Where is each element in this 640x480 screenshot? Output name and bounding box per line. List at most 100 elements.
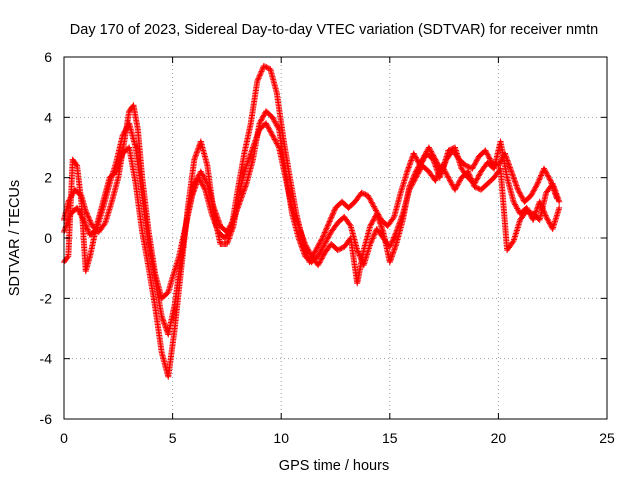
data-point [192,178,199,185]
data-point [546,175,553,182]
data-point [356,252,363,259]
data-point [390,235,397,242]
x-tick-label: 25 [599,430,615,446]
data-point [298,241,305,248]
data-point [83,210,90,217]
data-point [405,164,412,171]
data-points [61,63,563,380]
data-point [235,202,242,209]
data-point [328,213,335,220]
data-point [543,169,550,176]
data-point [200,173,207,180]
data-point [541,166,548,173]
data-point [200,182,207,189]
data-point [536,175,543,182]
data-point [234,204,241,211]
data-point [317,258,324,265]
data-point [215,218,222,225]
data-point [194,175,201,182]
data-point [198,169,205,176]
data-point [376,217,383,224]
y-tick-label: -6 [40,411,53,427]
data-point [487,156,494,163]
data-point [273,122,280,129]
data-point [227,229,234,236]
data-point [315,262,322,269]
data-point [475,173,482,180]
data-point [511,178,518,185]
data-point [508,170,515,177]
data-point [62,226,69,233]
data-point [214,214,221,221]
data-point [527,192,534,199]
data-point [79,215,86,222]
data-point [390,215,397,222]
data-point [398,215,405,222]
data-point [263,64,270,71]
data-point [531,186,538,193]
data-point [324,235,331,242]
data-point [466,171,473,178]
data-point [388,239,395,246]
data-point [228,219,235,226]
data-point [549,180,556,187]
data-point [265,125,272,132]
data-point [465,170,472,177]
data-point [316,240,323,247]
data-point [320,232,327,239]
data-point [464,163,471,170]
data-point [66,213,73,220]
data-point [269,114,276,121]
data-point [386,259,393,266]
data-point [325,221,332,228]
data-point [86,217,93,224]
data-point [392,230,399,237]
data-point [311,249,318,256]
data-point [270,135,277,142]
data-point [538,171,545,178]
data-point [296,236,303,243]
data-point [399,212,406,219]
data-point [337,245,344,252]
data-point [197,178,204,185]
data-point [509,171,516,178]
data-point [242,182,249,189]
data-point [514,205,521,212]
data-point [375,215,382,222]
y-tick-label: -2 [40,290,53,306]
data-point [225,236,232,243]
data-point [320,243,327,250]
data-point [443,171,450,178]
data-point [194,173,201,180]
data-point [306,249,313,256]
data-point [441,166,448,173]
data-point [412,176,419,183]
data-point [417,166,424,173]
data-point [233,208,240,215]
data-point [407,185,414,192]
data-point [241,186,248,193]
data-point [370,217,377,224]
data-point [396,219,403,226]
data-point [297,239,304,246]
data-point [507,167,514,174]
data-point [445,147,452,154]
data-point [192,152,199,159]
data-point [84,226,91,233]
x-tick-label: 10 [273,430,289,446]
data-point [517,192,524,199]
data-point [365,194,372,201]
data-point [471,183,478,190]
data-point [512,202,519,209]
data-point [367,198,374,205]
data-point [237,197,244,204]
data-point [357,255,364,262]
data-point [538,172,545,179]
data-point [482,147,489,154]
data-point [61,227,68,234]
data-point [315,251,322,258]
data-point [321,230,328,237]
data-point [376,219,383,226]
data-point [246,152,253,159]
data-point [358,189,365,196]
